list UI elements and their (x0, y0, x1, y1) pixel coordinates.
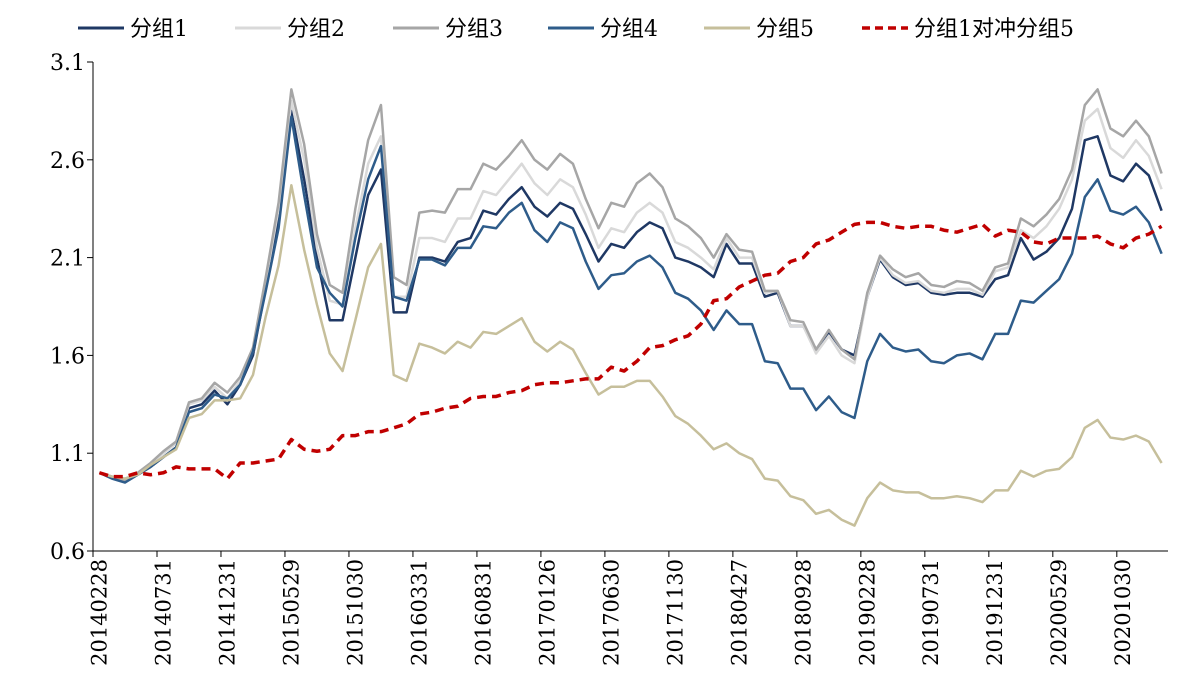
x-tick-label: 20140228 (87, 559, 111, 666)
series-line-5 (99, 183, 1163, 527)
x-tick-label: 20191231 (983, 559, 1007, 666)
y-tick-label: 2.6 (50, 149, 85, 174)
plot-area (98, 88, 1163, 527)
y-tick-label: 0.6 (50, 540, 85, 565)
series-line-1 (99, 109, 1163, 482)
series-line-3 (98, 88, 1163, 482)
x-tick-label: 20180928 (791, 559, 815, 666)
x-tick-label: 20140731 (151, 559, 175, 666)
legend: 分组1 分组2 分组3 分组4 分组5 分组1对冲分组5 (78, 17, 1074, 42)
x-tick-label: 20170126 (535, 559, 559, 666)
legend-label: 分组1对冲分组5 (914, 17, 1074, 42)
x-tick-label: 20200529 (1047, 559, 1071, 666)
x-tick-label: 20141231 (215, 559, 239, 666)
x-tick-label: 20170630 (599, 559, 623, 666)
x-tick-label: 20150529 (279, 559, 303, 666)
legend-label: 分组4 (600, 17, 658, 42)
y-tick-label: 2.1 (50, 247, 85, 272)
series-line-4 (98, 115, 1163, 484)
x-tick-label: 20160831 (471, 559, 495, 666)
x-tick-label: 20190731 (919, 559, 943, 666)
series-line-2 (99, 99, 1163, 480)
y-axis: 0.6 1.1 1.6 2.1 2.6 3.1 (50, 51, 94, 565)
y-tick-label: 1.1 (50, 442, 85, 467)
x-axis: 20140228 20140731 20141231 20150529 20151030… (87, 550, 1168, 666)
legend-label: 分组2 (287, 17, 345, 42)
x-tick-label: 20171130 (663, 559, 687, 666)
legend-label: 分组3 (445, 17, 503, 42)
y-tick-label: 3.1 (50, 51, 85, 76)
y-tick-label: 1.6 (50, 344, 85, 369)
x-tick-label: 20151030 (343, 559, 367, 666)
legend-label: 分组5 (756, 17, 814, 42)
x-tick-label: 20201030 (1111, 559, 1135, 666)
series-line-6 (98, 220, 1163, 481)
legend-label: 分组1 (130, 17, 188, 42)
x-tick-label: 20190228 (855, 559, 879, 666)
x-tick-label: 20180427 (727, 559, 751, 666)
x-tick-label: 20160331 (407, 559, 431, 666)
